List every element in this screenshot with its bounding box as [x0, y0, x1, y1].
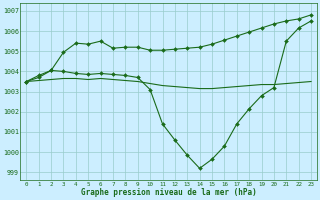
X-axis label: Graphe pression niveau de la mer (hPa): Graphe pression niveau de la mer (hPa)	[81, 188, 257, 197]
